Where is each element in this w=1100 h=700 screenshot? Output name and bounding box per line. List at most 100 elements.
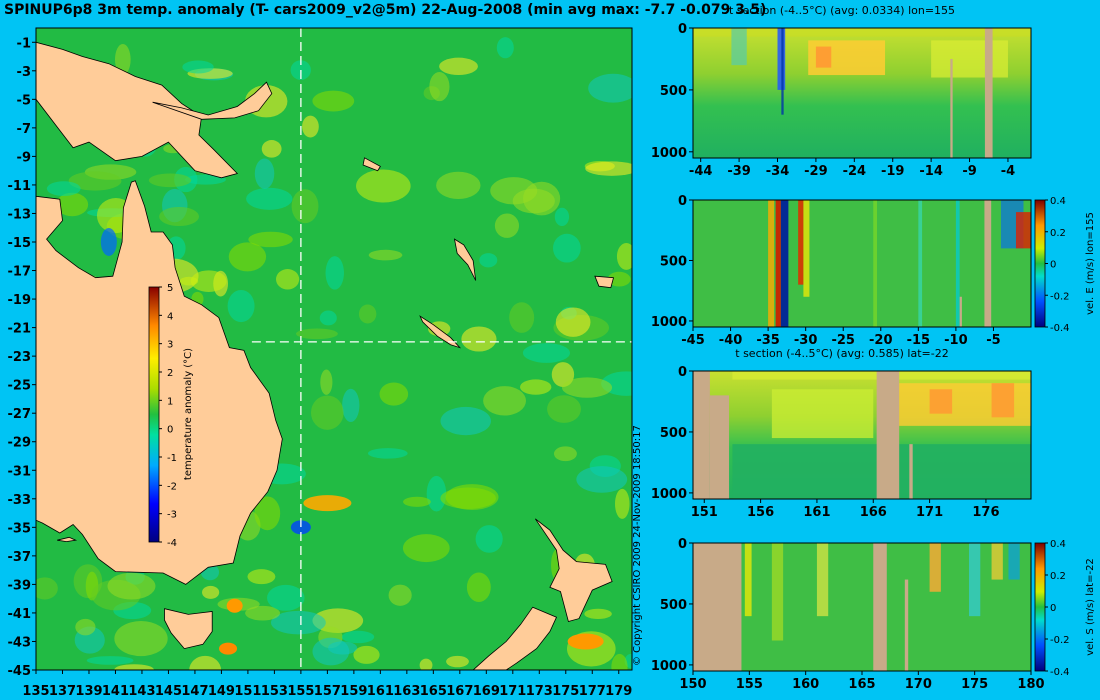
anomaly-eddy (555, 307, 591, 337)
map-y-tick-label: -37 (8, 550, 32, 565)
warm-core (815, 46, 832, 68)
map-y-tick-label: -41 (8, 607, 32, 622)
map-x-tick-label: 163 (393, 684, 420, 699)
tsec_lon-x-tick-label: -4 (1001, 164, 1015, 179)
northward-flow (1008, 543, 1020, 580)
tsec_lat-x-tick-label: 166 (860, 505, 887, 520)
vel_s-colorbar-tick-label: -0.4 (1050, 667, 1070, 678)
tsec_lat-x-tick-label: 156 (747, 505, 774, 520)
southward-flow (816, 543, 829, 617)
warm-eddy (226, 598, 243, 613)
tsec_lat-y-tick-label: 0 (678, 365, 687, 380)
anomaly-eddy (588, 73, 632, 103)
anomaly-eddy (429, 72, 450, 102)
eastward-jet-edge (803, 200, 810, 297)
anomaly-eddy (562, 377, 613, 398)
bathymetry (959, 296, 962, 327)
map-x-tick-label: 157 (314, 684, 341, 699)
tsec_lat-y-tick-label: 1000 (651, 487, 687, 502)
anomaly-eddy (296, 328, 338, 340)
tsec_lon-x-tick-label: -44 (689, 164, 713, 179)
map-y-tick-label: -5 (17, 93, 31, 108)
weak-flow (918, 200, 923, 327)
map-y-tick-label: -23 (8, 350, 32, 365)
vel_e-x-tick-label: -15 (907, 333, 931, 348)
map-colorbar-tick-label: 0 (167, 425, 173, 436)
map-x-tick-label: 161 (367, 684, 394, 699)
anomaly-eddy (179, 276, 199, 286)
bathymetry (984, 28, 993, 158)
vel_s-field (693, 543, 1031, 671)
vel_e-x-tick-label: -40 (719, 333, 743, 348)
anomaly-eddy (403, 496, 431, 507)
anomaly-eddy (419, 658, 433, 670)
map-colorbar-label: temperature anomaly (°C) (183, 348, 194, 480)
anomaly-eddy (439, 57, 478, 76)
warm-core (929, 389, 953, 414)
vel_e-x-tick-label: -10 (944, 333, 968, 348)
vel_e-x-tick-label: -5 (986, 333, 1000, 348)
map-y-tick-label: -21 (8, 322, 32, 337)
westward-jet (780, 200, 789, 327)
vel_s-x-tick-label: 180 (1017, 677, 1044, 692)
anomaly-eddy (616, 242, 632, 270)
anomaly-eddy (388, 584, 412, 606)
anomaly-eddy (553, 446, 577, 462)
warm-surface-layer (693, 28, 1031, 37)
map-y-tick-label: -19 (8, 293, 32, 308)
map-x-tick-label: 153 (261, 684, 288, 699)
anomaly-eddy (341, 630, 375, 644)
anomaly-eddy (576, 466, 628, 493)
anomaly-eddy (496, 37, 514, 59)
anomaly-eddy (479, 253, 498, 268)
anomaly-eddy (107, 572, 156, 600)
anomaly-eddy (159, 206, 199, 227)
anomaly-eddy (228, 242, 267, 272)
anomaly-eddy (291, 189, 319, 224)
anomaly-eddy (246, 187, 293, 210)
vel_s-colorbar-tick-label: -0.2 (1050, 635, 1070, 646)
anomaly-eddy (114, 43, 131, 76)
vel_e-colorbar-tick-label: 0.4 (1050, 196, 1066, 207)
anomaly-eddy (312, 90, 355, 112)
tsec_lat-x-tick-label: 171 (916, 505, 943, 520)
anomaly-eddy (254, 158, 275, 189)
map-y-tick-label: -27 (8, 407, 32, 422)
map-x-tick-label: 141 (102, 684, 129, 699)
map-x-tick-label: 171 (499, 684, 526, 699)
vel_e-x-tick-label: -45 (681, 333, 705, 348)
anomaly-eddy (254, 496, 281, 531)
vel_s-colorbar-label: vel. S (m/s) lat=-22 (1085, 558, 1096, 656)
map-x-tick-label: 151 (234, 684, 261, 699)
warm-anomaly-patch (771, 389, 874, 439)
warm-eddy (567, 633, 604, 650)
map-x-tick-label: 167 (446, 684, 473, 699)
anomaly-eddy (245, 605, 281, 621)
map-y-tick-label: -43 (8, 635, 32, 650)
bathymetry (693, 543, 742, 671)
vel_s-x-tick-label: 165 (848, 677, 875, 692)
anomaly-eddy (267, 584, 305, 611)
map-y-tick-label: -33 (8, 493, 32, 508)
anomaly-eddy (368, 249, 403, 261)
map-y-tick-label: -29 (8, 436, 32, 451)
anomaly-eddy (446, 655, 469, 668)
map-y-tick-label: -9 (17, 150, 31, 165)
vel_s-colorbar-tick-label: 0.4 (1050, 539, 1066, 550)
solomon-land (362, 157, 381, 172)
anomaly-eddy (189, 655, 222, 670)
anomaly-eddy (114, 620, 168, 657)
anomaly-eddy (320, 369, 333, 395)
map-colorbar-tick-label: 5 (167, 283, 173, 294)
anomaly-eddy (247, 569, 276, 585)
tsec_lon-title: t section (-4..5°C) (avg: 0.0334) lon=15… (729, 4, 955, 17)
vel_e-x-tick-label: -35 (756, 333, 780, 348)
tsec_lon-x-tick-label: -39 (727, 164, 751, 179)
anomaly-eddy (342, 388, 360, 422)
map-x-tick-label: 139 (75, 684, 102, 699)
tsec_lat-y-tick-label: 500 (660, 426, 687, 441)
new-guinea-land (36, 41, 239, 179)
anomaly-eddy (520, 379, 552, 395)
new-caledonia-land (419, 315, 462, 349)
